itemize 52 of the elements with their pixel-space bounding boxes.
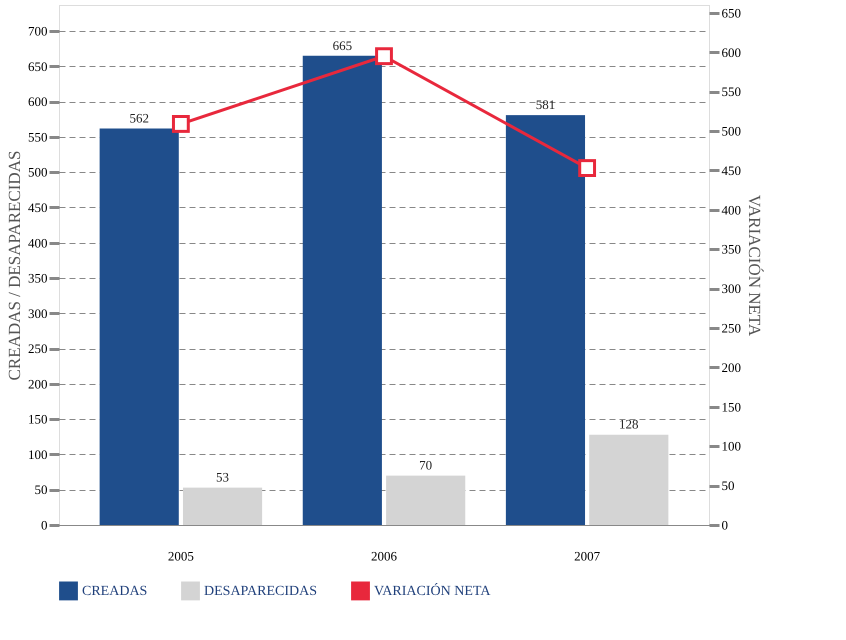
data-label: 665	[332, 38, 352, 53]
bar	[182, 488, 262, 525]
y2-tick-label: 250	[722, 320, 741, 336]
y-tick-label: 700	[28, 24, 48, 39]
y-tick-label: 200	[28, 376, 48, 392]
legend-label: CREADAS	[82, 584, 148, 599]
y2-tick-label: 350	[722, 242, 741, 257]
y2-tick-label: 550	[722, 84, 741, 100]
y2-tick-label: 150	[722, 399, 741, 414]
y2-tick-label: 450	[722, 162, 741, 178]
y-tick-label: 650	[28, 58, 48, 74]
legend-label: VARIACIÓN NETA	[374, 582, 492, 599]
y-tick-label: 0	[41, 518, 48, 532]
point	[172, 115, 190, 133]
data-label: 128	[619, 416, 639, 432]
data-label: 562	[129, 110, 149, 126]
x-tick-label: 2005	[168, 548, 194, 564]
y-tick-label: 400	[28, 235, 48, 250]
point	[375, 47, 393, 66]
x-tick-label: 2006	[371, 548, 398, 564]
y2-tick-label: 100	[722, 438, 741, 454]
x-tick-label: 2007	[574, 548, 601, 564]
y-axis-title: CREADAS / DESAPARECIDAS	[5, 150, 24, 380]
y-tick-label: 300	[28, 306, 48, 321]
y-tick-label: 500	[28, 164, 48, 180]
bar	[506, 115, 586, 525]
data-label: 53	[216, 470, 230, 485]
y-tick-label: 450	[28, 200, 48, 215]
y2-tick-label: 650	[722, 5, 741, 20]
y2-tick-label: 300	[722, 281, 741, 296]
data-label: 581	[536, 97, 556, 112]
y-tick-label: 50	[34, 482, 48, 498]
y2-axis-title: VARIACIÓN NETA	[745, 194, 764, 337]
y2-tick-label: 50	[722, 478, 734, 494]
bar	[386, 476, 466, 525]
y2-tick-label: 600	[722, 44, 741, 60]
y2-tick-label: 200	[722, 360, 741, 375]
y-tick-label: 350	[28, 270, 48, 286]
data-label: 70	[419, 458, 432, 473]
y-tick-label: 550	[28, 129, 48, 144]
bar	[302, 56, 382, 525]
y2-tick-label: 0	[722, 518, 728, 532]
legend-label: DESAPARECIDAS	[204, 584, 318, 599]
bar	[589, 434, 668, 525]
y-tick-label: 250	[28, 341, 48, 356]
y-tick-label: 150	[28, 412, 48, 427]
y-tick-label: 600	[28, 94, 48, 110]
point	[578, 159, 596, 178]
y-tick-label: 100	[28, 446, 48, 462]
bar	[100, 128, 179, 525]
y2-tick-label: 400	[722, 202, 741, 218]
y2-tick-label: 500	[722, 124, 741, 139]
